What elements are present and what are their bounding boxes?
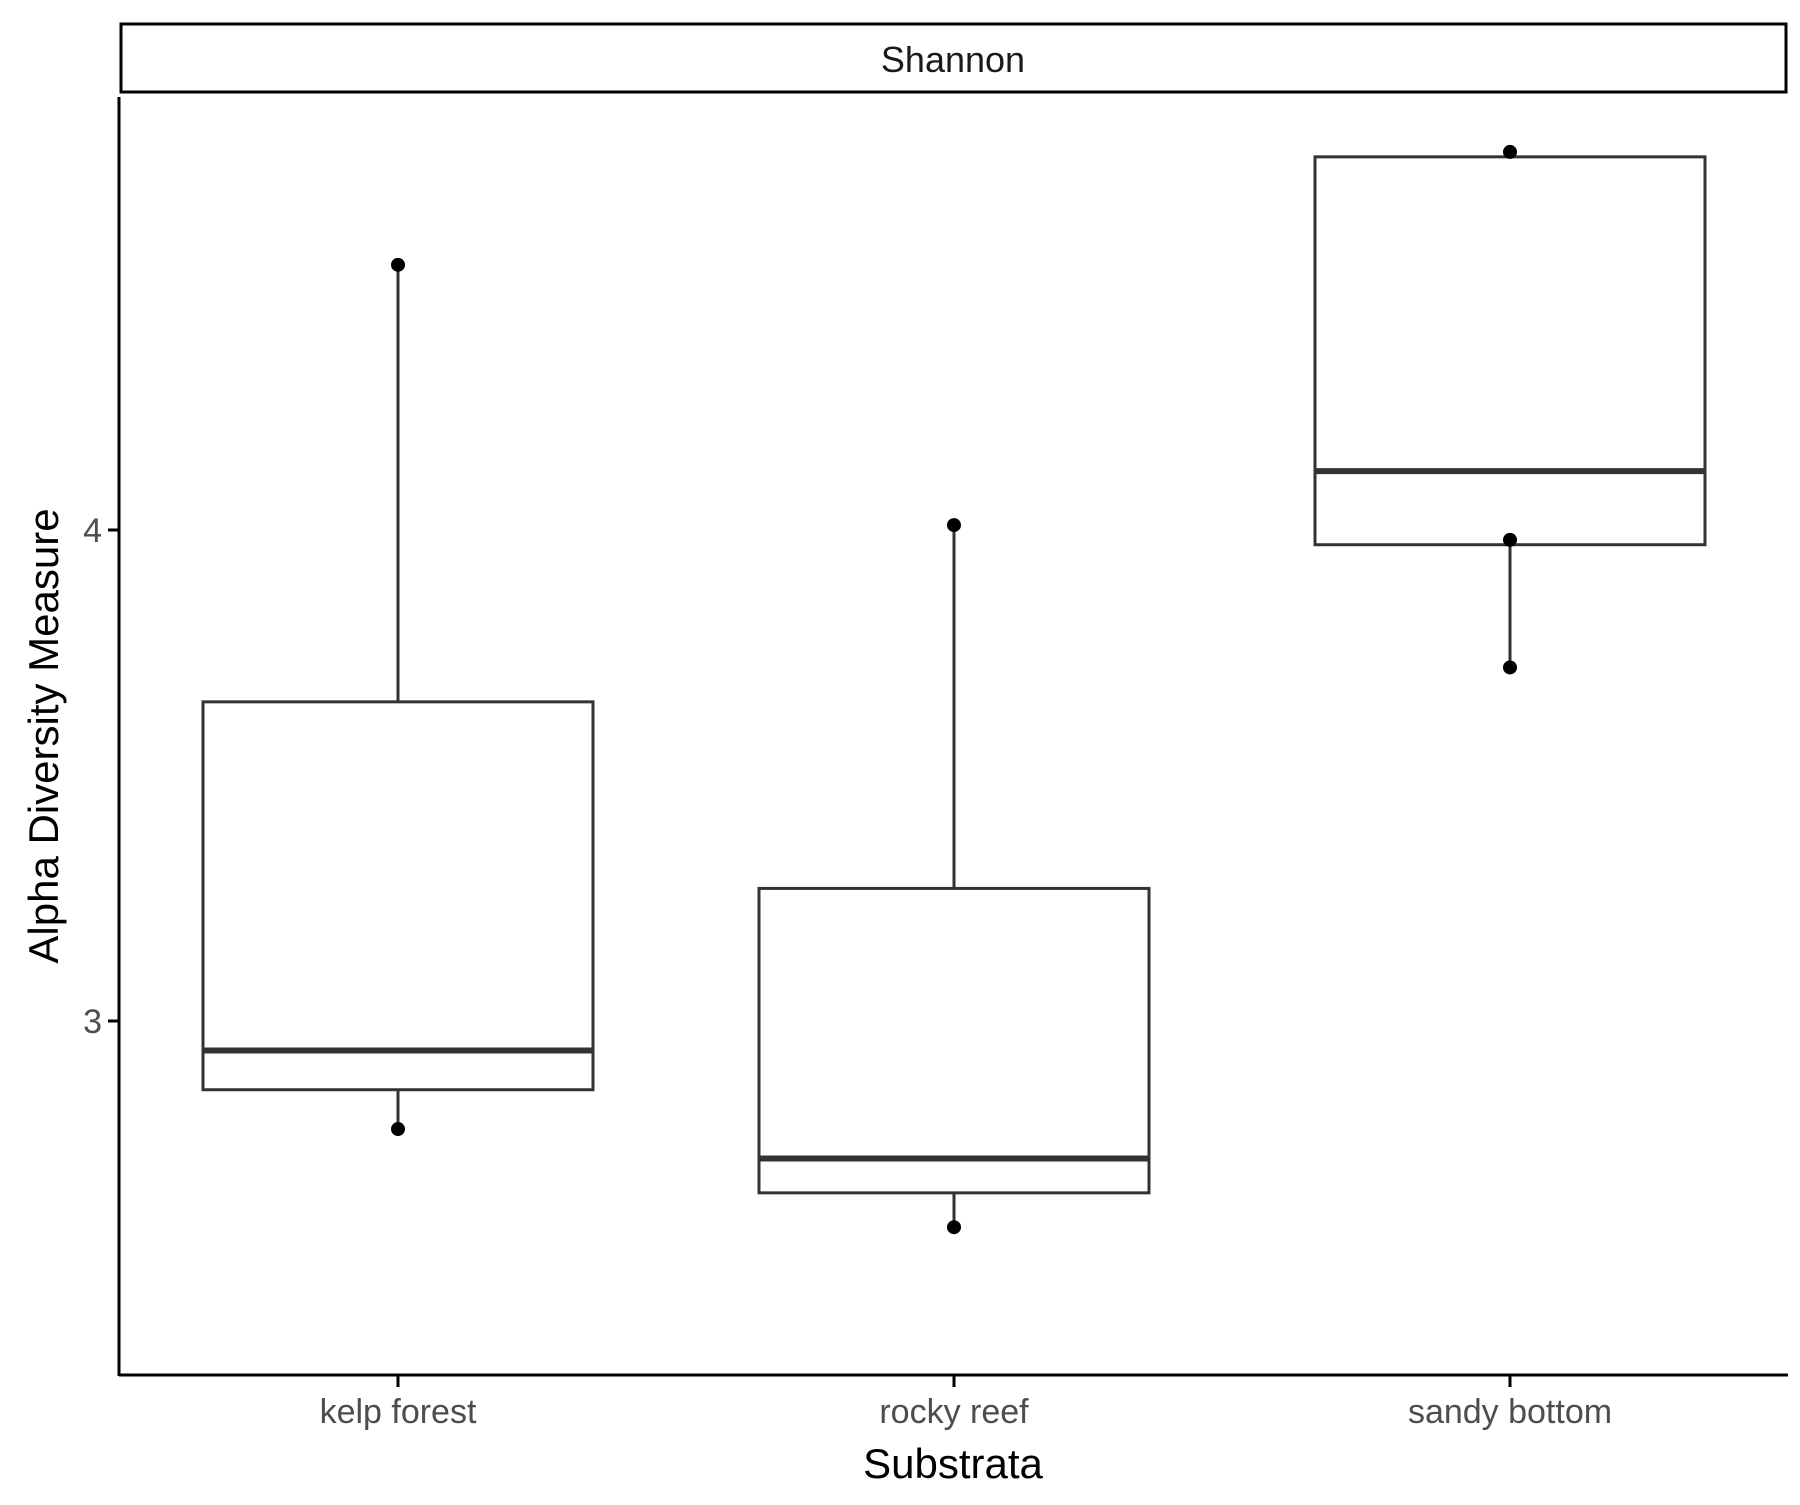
y-tick-label-4: 4 bbox=[83, 512, 102, 550]
iqr-box-kelp-forest bbox=[201, 700, 595, 1092]
plot-area: 3 4 kelp forest rocky reef sandy bottom bbox=[83, 144, 1707, 1431]
data-point-kelp-forest-1 bbox=[391, 1122, 405, 1137]
data-point-sandy-bottom-4 bbox=[1503, 144, 1517, 159]
facet-strip-label: Shannon bbox=[881, 39, 1025, 80]
iqr-box-sandy-bottom bbox=[1313, 155, 1707, 547]
data-point-rocky-reef-2 bbox=[947, 518, 961, 533]
x-tick-label-sandy-bottom: sandy bottom bbox=[1408, 1393, 1612, 1431]
y-axis-title: Alpha Diversity Measure bbox=[20, 508, 67, 963]
x-tick-label-kelp-forest: kelp forest bbox=[320, 1393, 477, 1431]
x-axis-title: Substrata bbox=[863, 1440, 1043, 1487]
box-rocky-reef bbox=[757, 525, 1151, 1228]
data-point-rocky-reef-3 bbox=[947, 1220, 961, 1235]
box-sandy-bottom bbox=[1313, 151, 1707, 668]
y-tick-label-3: 3 bbox=[83, 1003, 102, 1041]
data-point-kelp-forest-0 bbox=[391, 257, 405, 272]
box-kelp-forest bbox=[201, 264, 595, 1130]
facet-strip bbox=[119, 22, 1788, 94]
data-point-sandy-bottom-6 bbox=[1503, 660, 1517, 675]
x-tick-label-rocky-reef: rocky reef bbox=[879, 1393, 1029, 1431]
data-point-sandy-bottom-5 bbox=[1503, 532, 1517, 547]
iqr-box-rocky-reef bbox=[757, 886, 1151, 1195]
